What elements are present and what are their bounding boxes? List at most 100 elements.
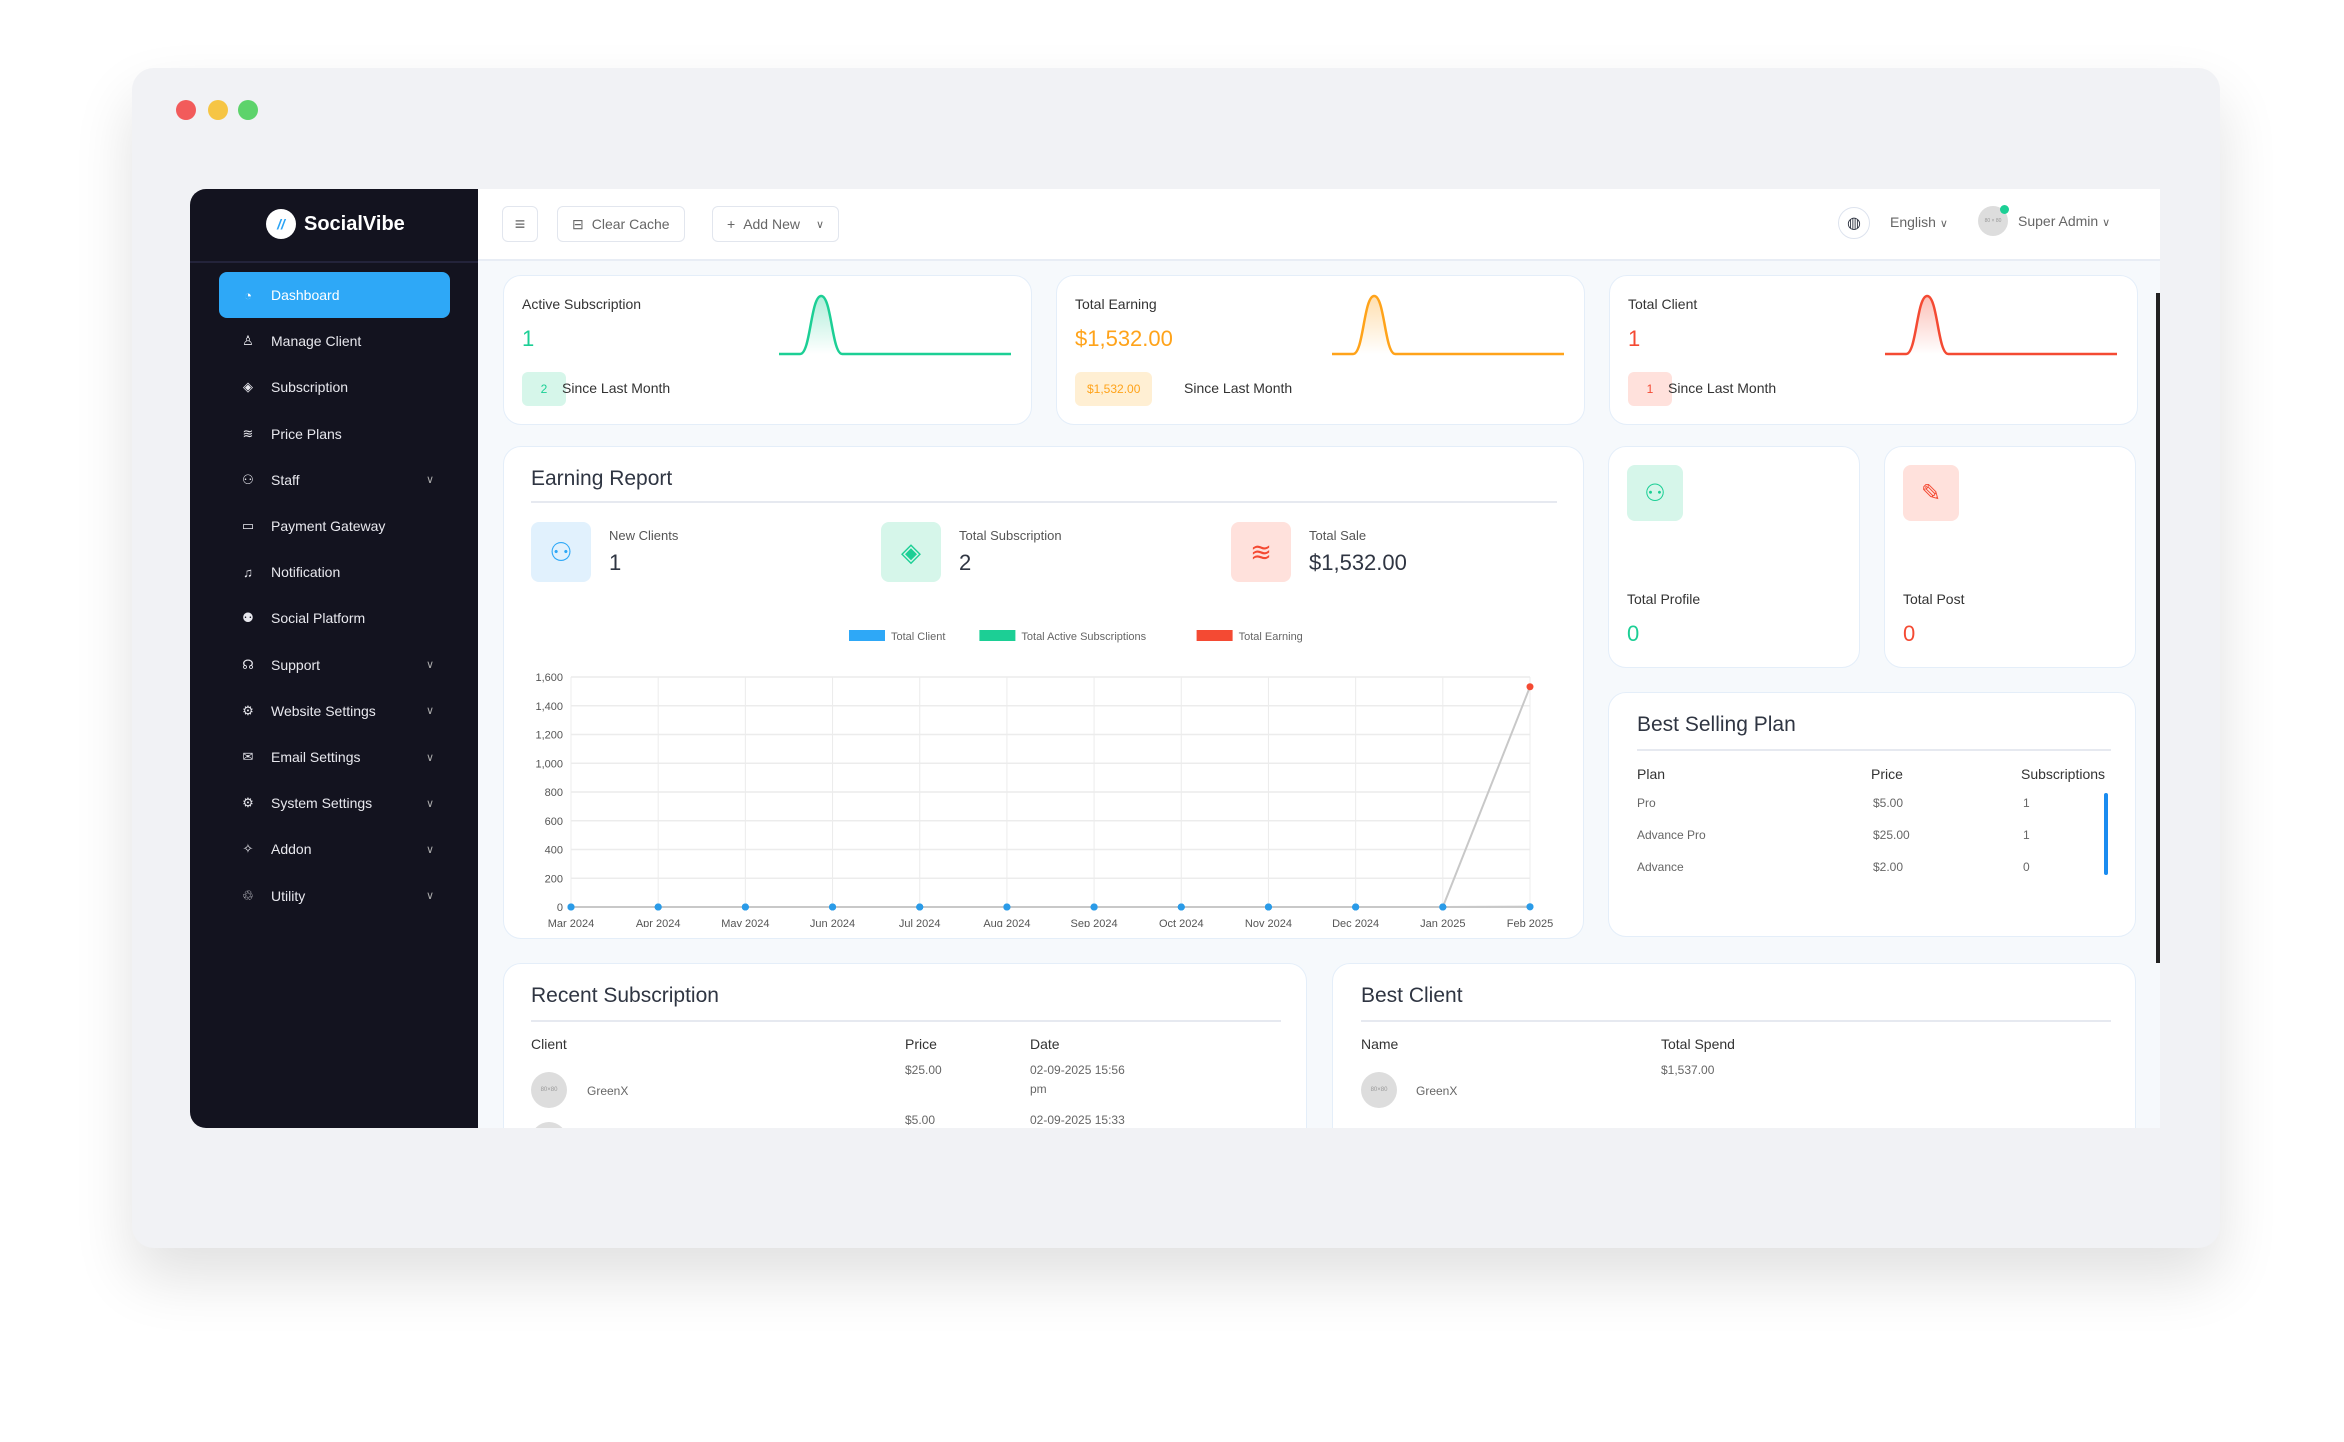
sidebar-item-utility[interactable]: ♲ Utility ∨ (219, 873, 450, 919)
profile-card-title: Total Post (1903, 591, 1965, 607)
data-point (567, 903, 575, 911)
sparkline (1332, 294, 1564, 356)
database-icon: ⊟ (572, 215, 584, 232)
sidebar-item-email-settings[interactable]: ✉ Email Settings ∨ (219, 734, 450, 780)
series-line (571, 686, 1531, 908)
date: 02-09-2025 15:33 (1030, 1113, 1125, 1127)
clear-cache-label: Clear Cache (591, 216, 670, 232)
topbar: ≡ ⊟ Clear Cache + Add New ∨ ◍ English ∨ 80 … (478, 189, 2160, 261)
tag-icon: ◈ (243, 379, 253, 395)
edit-icon: ✎ (1903, 465, 1959, 521)
sidebar-item-website-settings[interactable]: ⚙ Website Settings ∨ (219, 688, 450, 734)
x-tick-label: Aug 2024 (983, 918, 1030, 927)
sidebar-item-payment-gateway[interactable]: ▭ Payment Gateway (219, 503, 450, 549)
brand-name: SocialVibe (304, 212, 405, 235)
data-point (1526, 903, 1534, 911)
sidebar-item-price-plans[interactable]: ≋ Price Plans (219, 411, 450, 457)
divider (531, 1020, 1281, 1022)
add-new-button[interactable]: + Add New ∨ (712, 206, 840, 242)
sidebar-item-addon[interactable]: ✧ Addon ∨ (219, 826, 450, 872)
close-dot[interactable] (176, 100, 196, 120)
scrollbar[interactable] (2156, 293, 2160, 963)
card-icon: ▭ (241, 518, 255, 533)
x-tick-label: Dec 2024 (1332, 918, 1379, 927)
sidebar-item-social-platform[interactable]: ⚉ Social Platform (219, 595, 450, 641)
clear-cache-button[interactable]: ⊟ Clear Cache (557, 206, 685, 242)
x-tick-label: Apr 2024 (636, 918, 681, 927)
y-tick-label: 800 (545, 787, 563, 799)
menu-toggle-button[interactable]: ≡ (502, 206, 538, 242)
sidebar-item-dashboard[interactable]: ◔ Dashboard (219, 272, 450, 318)
legend-swatch (979, 630, 1016, 641)
gear-icon: ⚙ (242, 702, 254, 718)
user-menu[interactable]: Super Admin ∨ (2018, 213, 2110, 229)
y-tick-label: 200 (545, 873, 563, 885)
sparkline-area (1332, 296, 1564, 354)
table-cell: $25.00 (1873, 828, 1910, 842)
mail-icon: ✉ (242, 749, 254, 764)
maximize-dot[interactable] (238, 100, 258, 120)
sidebar-item-label: Support (271, 656, 321, 673)
client-name: GreenX (587, 1084, 629, 1098)
sidebar-item-manage-client[interactable]: ♙ Manage Client (219, 318, 450, 364)
chevron-down-icon: ∨ (425, 751, 434, 764)
profile-card-value: 0 (1903, 621, 1916, 646)
sidebar-item-support[interactable]: ☊ Support ∨ (219, 642, 450, 688)
sidebar-item-system-settings[interactable]: ⚙ System Settings ∨ (219, 780, 450, 826)
column-header: Client (531, 1036, 567, 1052)
total-profile-card: ⚇ Total Profile 0 (1608, 446, 1860, 668)
logo[interactable]: // SocialVibe (266, 209, 405, 239)
summary-card: Active Subscription 1 2 Since Last Month (503, 275, 1032, 425)
sidebar-item-label: Price Plans (271, 425, 342, 442)
x-tick-label: May 2024 (721, 918, 769, 927)
best-client-title: Best Client (1361, 984, 1463, 1007)
since-label: Since Last Month (562, 380, 671, 396)
user-icon: ♙ (242, 333, 254, 349)
gear-icon: ⚙ (242, 795, 254, 811)
recent-subscription-title: Recent Subscription (531, 984, 719, 1007)
language-select[interactable]: English ∨ (1890, 214, 1948, 230)
best-selling-title: Best Selling Plan (1637, 713, 1796, 736)
sidebar-item-label: Payment Gateway (271, 518, 386, 534)
x-tick-label: Jun 2024 (810, 918, 855, 927)
summary-card-title: Total Earning (1075, 296, 1157, 312)
sidebar-item-notification[interactable]: ♫ Notification (219, 549, 450, 595)
minimize-dot[interactable] (208, 100, 228, 120)
client-avatar: 80×80 (1361, 1072, 1397, 1108)
divider (190, 261, 478, 263)
data-point (1439, 903, 1447, 911)
earning-chart: Total Client Total Active Subscriptions To… (535, 630, 1553, 927)
date: 02-09-2025 15:56 (1030, 1063, 1125, 1077)
table-cell: Pro (1637, 796, 1656, 810)
data-point (829, 903, 837, 911)
chevron-down-icon: ∨ (816, 218, 825, 231)
client-name: GreenX (1416, 1084, 1458, 1098)
data-point (654, 903, 662, 911)
data-point (741, 903, 749, 911)
users-icon: ⚇ (531, 522, 591, 582)
y-tick-label: 400 (545, 845, 563, 857)
divider (531, 501, 1557, 503)
people-icon: ⚉ (242, 610, 254, 626)
sparkline-line (1885, 294, 2117, 356)
legend-label: Total Client (891, 631, 945, 643)
summary-card: Total Client 1 1 Since Last Month (1609, 275, 2138, 425)
sidebar-item-label: Notification (271, 564, 341, 581)
users-icon: ⚇ (242, 471, 254, 487)
table-scrollbar[interactable] (2104, 793, 2108, 875)
logo-mark-icon: // (266, 209, 296, 239)
summary-card-title: Active Subscription (522, 296, 642, 312)
stat-value: 2 (959, 550, 972, 575)
client-avatar: 80×80 (531, 1072, 567, 1108)
sidebar-item-label: Utility (271, 887, 306, 904)
sidebar-item-subscription[interactable]: ◈ Subscription (219, 364, 450, 410)
y-tick-label: 600 (545, 816, 563, 828)
globe-icon[interactable]: ◍ (1838, 207, 1870, 239)
summary-card-title: Total Client (1628, 296, 1698, 312)
data-point (916, 903, 924, 911)
sidebar-item-staff[interactable]: ⚇ Staff ∨ (219, 457, 450, 503)
table-cell: 0 (2023, 860, 2030, 874)
stat-value: $1,532.00 (1309, 550, 1407, 575)
sidebar-item-label: Manage Client (271, 333, 362, 350)
language-label: English (1890, 214, 1936, 230)
